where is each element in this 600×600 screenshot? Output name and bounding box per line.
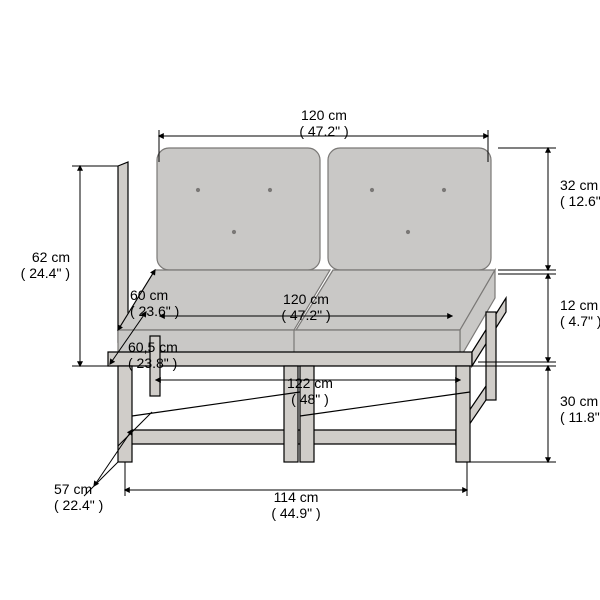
- dim-label: 120 cm( 47.2" ): [281, 291, 330, 323]
- dim-label: 57 cm( 22.4" ): [54, 481, 103, 513]
- dim-label: 120 cm( 47.2" ): [299, 107, 348, 139]
- dim-label: 62 cm( 24.4" ): [21, 249, 70, 281]
- dim-label: 60,5 cm( 23.8" ): [128, 339, 178, 371]
- dim-label: 114 cm( 44.9" ): [271, 489, 320, 521]
- dimension-drawing: 120 cm( 47.2" ) 32 cm( 12.6" ) 12 cm( 4.…: [0, 0, 600, 600]
- dim-label: 32 cm( 12.6" ): [560, 177, 600, 209]
- dim-label: 12 cm( 4.7" ): [560, 297, 600, 329]
- dim-label: 122 cm( 48" ): [287, 375, 333, 407]
- dim-label: 30 cm( 11.8" ): [560, 393, 600, 425]
